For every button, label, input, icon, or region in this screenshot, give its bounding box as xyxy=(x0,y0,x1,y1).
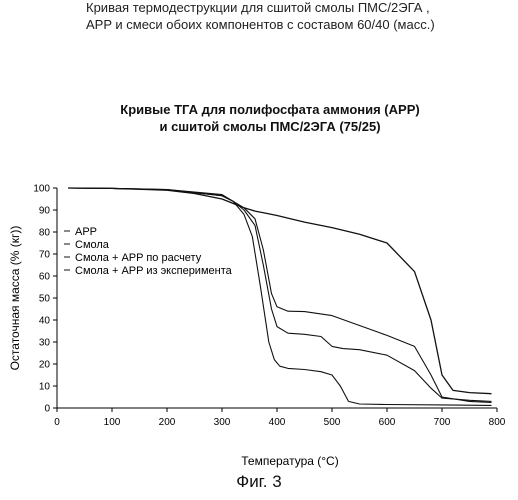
y-tick-label: 100 xyxy=(33,184,50,195)
x-tick-label: 700 xyxy=(434,417,451,428)
series-line-4 xyxy=(68,188,492,403)
series-line-2 xyxy=(68,188,492,405)
y-axis-label: Остаточная масса (% (кг)) xyxy=(8,226,22,371)
y-tick-label: 50 xyxy=(39,294,51,305)
tga-chart: 0 100 200 300 400 500 600 700 800 0 10 20 30 40 50 60 70… xyxy=(0,0,518,470)
x-tick-label: 0 xyxy=(54,417,60,428)
figure-label: Фиг. 3 xyxy=(0,472,518,492)
y-tick-label: 70 xyxy=(39,250,51,261)
y-tick-label: 10 xyxy=(39,382,51,393)
x-tick-label: 300 xyxy=(214,417,231,428)
x-tick-label: 100 xyxy=(104,417,121,428)
series-line-1 xyxy=(68,188,492,394)
chart-series xyxy=(68,188,492,405)
y-tick-label: 80 xyxy=(39,228,51,239)
y-tick-label: 30 xyxy=(39,338,51,349)
legend-label: Смола xyxy=(75,239,110,251)
legend-label: APP xyxy=(75,226,97,238)
legend-label: Смола + APP по расчету xyxy=(75,252,202,264)
y-tick-label: 90 xyxy=(39,206,51,217)
y-tick-label: 0 xyxy=(44,404,50,415)
x-tick-label: 800 xyxy=(489,417,506,428)
x-tick-label: 500 xyxy=(324,417,341,428)
x-axis-label: Температура (°C) xyxy=(241,454,338,468)
legend-label: Смола + APP из эксперимента xyxy=(75,265,233,277)
chart-legend: APPСмолаСмола + APP по расчетуСмола + AP… xyxy=(64,226,233,277)
y-tick-label: 60 xyxy=(39,272,51,283)
x-tick-label: 200 xyxy=(159,417,176,428)
y-tick-label: 40 xyxy=(39,316,51,327)
x-tick-label: 400 xyxy=(269,417,286,428)
x-tick-label: 600 xyxy=(379,417,396,428)
y-tick-label: 20 xyxy=(39,360,51,371)
